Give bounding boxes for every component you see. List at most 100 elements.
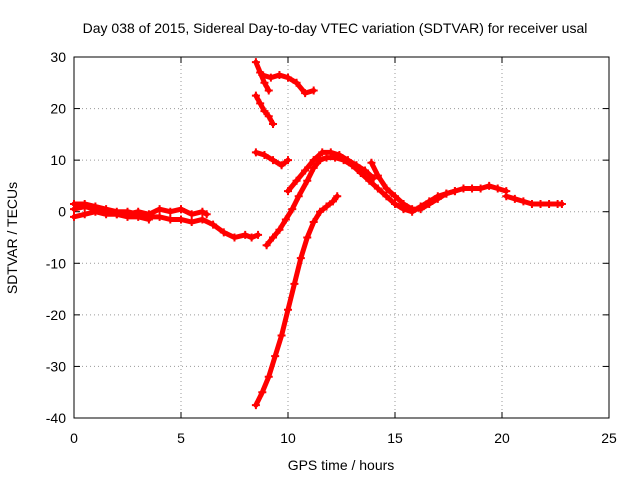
data-point [382, 184, 391, 193]
data-point [284, 305, 292, 314]
grid-lines [74, 57, 609, 418]
data-point [155, 205, 164, 214]
series-arc-6 [251, 91, 278, 129]
data-point [177, 205, 185, 214]
data-point [251, 91, 260, 100]
x-tick-label: 25 [601, 430, 617, 446]
data-point [433, 194, 442, 203]
data-point [277, 161, 286, 170]
series-arc-12 [502, 192, 566, 208]
data-point [361, 166, 370, 175]
data-point [258, 388, 267, 397]
x-axis-label: GPS time / hours [288, 457, 395, 473]
data-point [335, 150, 344, 159]
data-point [309, 86, 318, 95]
data-point [275, 71, 284, 80]
y-tick-label: -10 [46, 255, 66, 271]
data-point [230, 233, 239, 242]
data-point [264, 112, 273, 121]
data-point [123, 212, 132, 221]
data-point [309, 218, 318, 227]
x-tick-label: 10 [280, 430, 296, 446]
data-point [256, 99, 265, 108]
data-point [254, 230, 263, 239]
data-point [80, 210, 89, 219]
data-point [271, 352, 280, 361]
data-point [264, 372, 273, 381]
data-point [303, 176, 312, 185]
data-point [442, 189, 451, 198]
plot-frame [73, 56, 610, 419]
y-axis-label: SDTVAR / TECUs [4, 182, 20, 294]
data-point [352, 161, 361, 170]
data-point [318, 148, 327, 157]
y-tick-label: -20 [46, 307, 66, 323]
data-point [209, 220, 218, 229]
data-point [292, 78, 301, 87]
data-point [198, 215, 207, 224]
series-arc-9 [284, 148, 378, 196]
series-arc-3 [70, 202, 153, 224]
data-point [166, 215, 175, 224]
series-arc-5 [258, 71, 318, 98]
data-point [166, 207, 175, 216]
data-point [326, 148, 335, 157]
data-point [343, 156, 352, 165]
data-point [416, 205, 425, 214]
y-tick-label: 10 [50, 152, 66, 168]
data-point [247, 233, 256, 242]
data-point [316, 207, 325, 216]
y-tick-label: -30 [46, 358, 66, 374]
data-point [251, 401, 260, 410]
data-point [275, 225, 284, 234]
x-tick-label: 0 [70, 430, 78, 446]
data-point [281, 215, 290, 224]
data-point [391, 199, 399, 208]
series-arc-11 [251, 192, 342, 410]
data-point [459, 184, 468, 193]
data-point [102, 207, 111, 216]
data-point [202, 210, 211, 219]
data-point [425, 199, 434, 208]
x-tick-label: 5 [177, 430, 185, 446]
x-tick-label: 15 [387, 430, 403, 446]
data-point [303, 233, 312, 242]
data-point [545, 199, 554, 208]
chart-title: Day 038 of 2015, Sidereal Day-to-day VTE… [83, 20, 588, 36]
data-point [365, 176, 374, 185]
data-point [144, 215, 153, 224]
data-point [485, 181, 494, 190]
series-arc-10 [367, 158, 459, 214]
data-point [284, 187, 292, 196]
data-point [269, 120, 278, 129]
data-point [468, 184, 477, 193]
data-point [296, 254, 305, 263]
data-point [198, 207, 207, 216]
data-point [309, 156, 318, 165]
data-point [322, 202, 331, 211]
data-point [373, 171, 382, 180]
data-point [391, 192, 399, 201]
data-point [301, 166, 310, 175]
data-point [399, 199, 408, 208]
data-point [369, 174, 378, 183]
data-point [519, 197, 528, 206]
data-point [251, 148, 260, 157]
data-point [373, 184, 382, 193]
data-point [258, 71, 267, 80]
data-point [219, 228, 228, 237]
series-line [368, 160, 458, 212]
data-point [284, 73, 292, 82]
data-point [527, 199, 536, 208]
data-point [301, 89, 310, 98]
data-point [292, 176, 301, 185]
data-point [328, 197, 337, 206]
data-point [333, 192, 342, 201]
data-point [269, 233, 278, 242]
series-arc-7 [251, 148, 292, 170]
data-point [502, 192, 511, 201]
x-tick-label: 20 [494, 430, 510, 446]
data-point [288, 205, 297, 214]
y-tick-label: 20 [50, 101, 66, 117]
